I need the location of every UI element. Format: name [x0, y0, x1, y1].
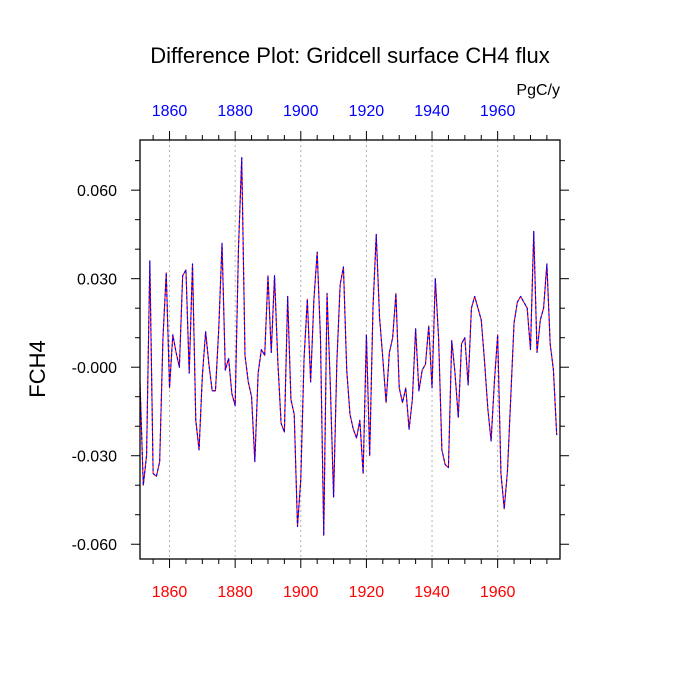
x-tick-label-top: 1960: [480, 103, 516, 120]
series-line-blue-dashed: [139, 157, 558, 536]
x-tick-label-top: 1940: [414, 103, 450, 120]
series-lines: [139, 157, 558, 536]
y-tick-label: -0.000: [72, 360, 117, 377]
units-label: PgC/y: [516, 82, 560, 99]
x-tick-label-bottom: 1860: [152, 584, 188, 601]
y-tick-label: 0.030: [77, 272, 117, 289]
x-tick-label-bottom: 1940: [414, 584, 450, 601]
x-tick-label-bottom: 1920: [349, 584, 385, 601]
chart-title: Difference Plot: Gridcell surface CH4 fl…: [150, 43, 549, 68]
axis-ticks: [131, 131, 569, 568]
x-tick-label-bottom: 1880: [217, 584, 253, 601]
x-tick-label-top: 1880: [217, 103, 253, 120]
x-tick-label-top: 1900: [283, 103, 319, 120]
axis-tick-labels: 1860 1860 1880 1880 1900 1900 1920 1920 1940 1940…: [72, 103, 516, 601]
y-tick-label: -0.060: [72, 537, 117, 554]
x-tick-label-bottom: 1960: [480, 584, 516, 601]
y-tick-label: 0.060: [77, 183, 117, 200]
x-tick-label-bottom: 1900: [283, 584, 319, 601]
y-tick-label: -0.030: [72, 449, 117, 466]
x-tick-label-top: 1860: [152, 103, 188, 120]
series-line-red: [139, 157, 558, 536]
y-axis-label: FCH4: [25, 340, 50, 397]
x-tick-label-top: 1920: [349, 103, 385, 120]
